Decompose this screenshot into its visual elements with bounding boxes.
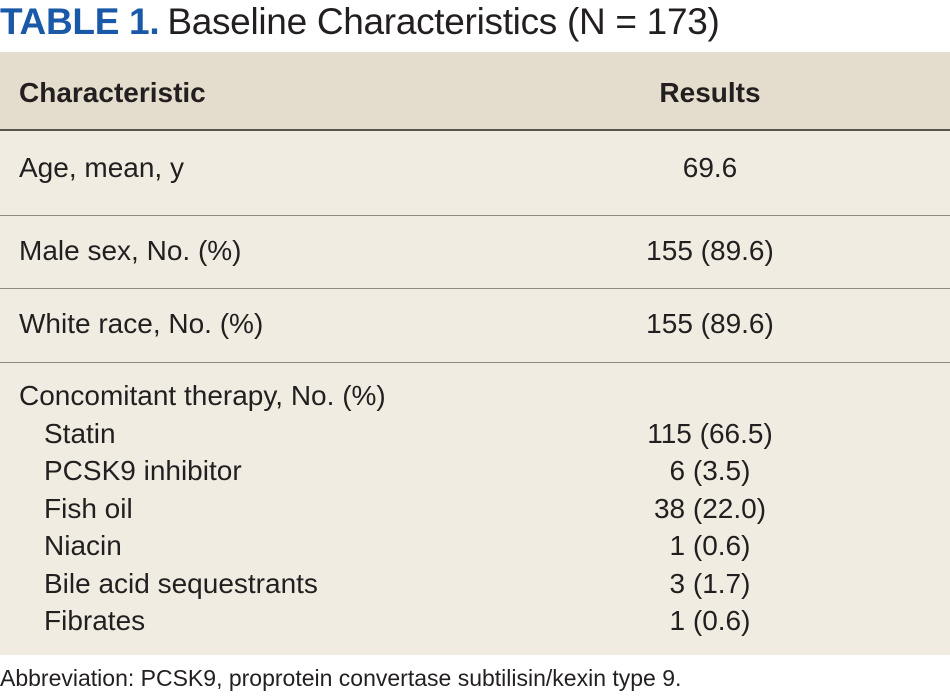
group-characteristic: Concomitant therapy, No. (%) <box>19 380 386 411</box>
table-row: Age, mean, y 69.6 <box>0 131 950 216</box>
list-item: PCSK9 inhibitor 6 (3.5) <box>0 453 950 490</box>
table-title: TABLE 1. Baseline Characteristics (N = 17… <box>0 0 720 46</box>
item-characteristic: Niacin <box>44 530 122 561</box>
item-characteristic: Bile acid sequestrants <box>44 568 318 599</box>
item-characteristic: Statin <box>44 418 116 449</box>
item-characteristic: Fibrates <box>44 605 146 636</box>
table-footnote: Abbreviation: PCSK9, proprotein converta… <box>0 665 682 691</box>
list-item: Fish oil 38 (22.0) <box>0 491 950 528</box>
row-characteristic: Male sex, No. (%) <box>19 235 242 266</box>
row-characteristic: Age, mean, y <box>19 152 184 183</box>
row-result: 69.6 <box>682 152 738 183</box>
row-result: 155 (89.6) <box>646 235 774 266</box>
table-title-text: Baseline Characteristics (N = 173) <box>167 1 720 42</box>
column-header-results: Results <box>659 77 761 108</box>
item-result: 3 (1.7) <box>669 568 751 599</box>
item-result: 6 (3.5) <box>669 455 751 486</box>
list-item: Statin 115 (66.5) <box>0 416 950 453</box>
table-header-row: Characteristic Results <box>0 52 950 131</box>
list-item: Niacin 1 (0.6) <box>0 528 950 565</box>
item-characteristic: Fish oil <box>44 493 133 524</box>
row-result: 155 (89.6) <box>646 308 774 339</box>
item-result: 115 (66.5) <box>647 418 773 449</box>
list-item: Fibrates 1 (0.6) <box>0 603 950 640</box>
table-row-group: Concomitant therapy, No. (%) Statin 115 … <box>0 363 950 655</box>
list-item: Bile acid sequestrants 3 (1.7) <box>0 566 950 603</box>
table-row: White race, No. (%) 155 (89.6) <box>0 289 950 363</box>
table-row: Male sex, No. (%) 155 (89.6) <box>0 216 950 289</box>
characteristics-table: Characteristic Results Age, mean, y 69.6… <box>0 52 950 655</box>
row-characteristic: White race, No. (%) <box>19 308 264 339</box>
item-result: 1 (0.6) <box>669 530 751 561</box>
column-header-characteristic: Characteristic <box>19 77 206 108</box>
item-result: 38 (22.0) <box>653 493 767 524</box>
table-number-label: TABLE 1. <box>0 1 160 42</box>
item-characteristic: PCSK9 inhibitor <box>44 455 242 486</box>
item-result: 1 (0.6) <box>669 605 751 636</box>
